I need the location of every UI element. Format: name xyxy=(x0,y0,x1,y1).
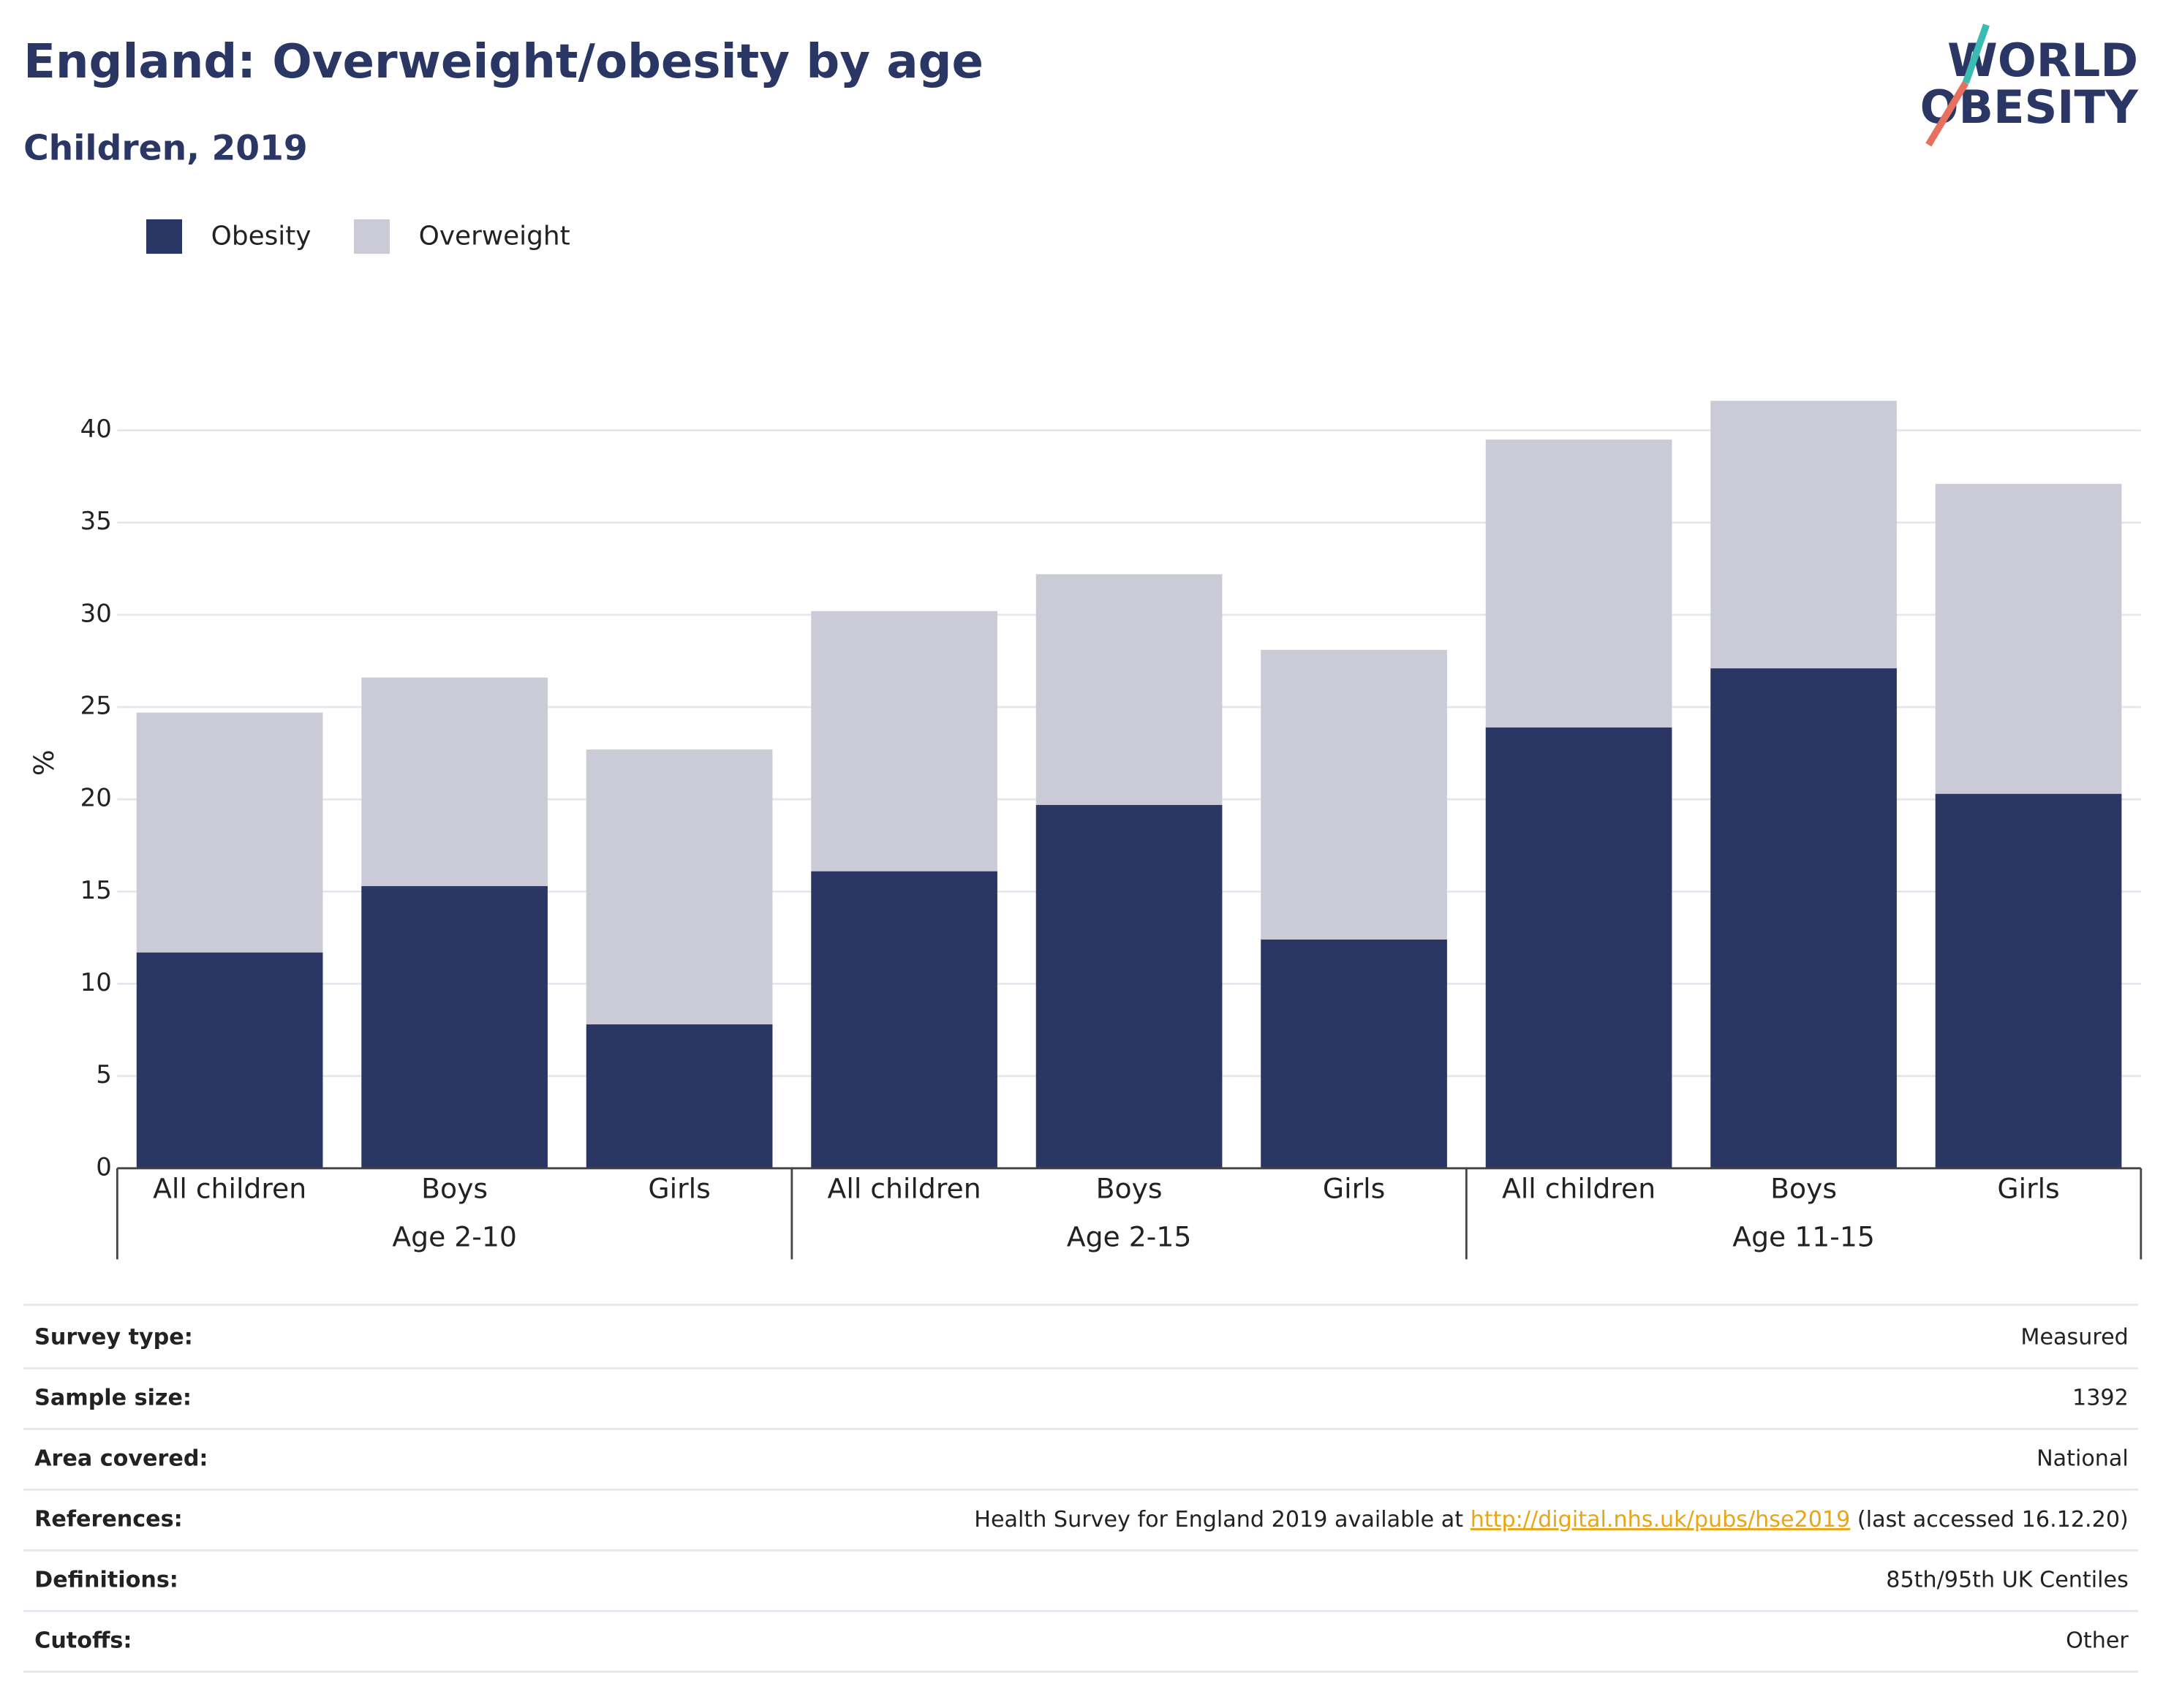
legend-swatch xyxy=(353,219,390,254)
y-tick-label: 0 xyxy=(96,1152,112,1182)
table-value: 1392 xyxy=(2072,1385,2129,1410)
bar-segment xyxy=(1710,668,1897,1168)
x-tick-label: Boys xyxy=(1770,1173,1837,1205)
y-tick-label: 15 xyxy=(80,876,112,905)
bar-segment xyxy=(361,885,548,1168)
table-label: Sample size: xyxy=(34,1385,192,1410)
bar-segment xyxy=(1261,649,1447,940)
bar-segment xyxy=(586,1024,773,1168)
table-label: Area covered: xyxy=(34,1446,208,1471)
table-label: Definitions: xyxy=(34,1567,178,1592)
logo-text: OBESITY xyxy=(1920,80,2139,134)
bar-segment xyxy=(1035,574,1223,805)
bar-segment xyxy=(1935,483,2122,794)
y-axis-label: % xyxy=(28,749,60,776)
logo-slash xyxy=(1962,23,1990,84)
x-tick-label: Boys xyxy=(1096,1173,1163,1205)
table-label: References: xyxy=(34,1506,182,1532)
bar-segment xyxy=(1710,401,1897,669)
table-value: 85th/95th UK Centiles xyxy=(1886,1567,2129,1592)
x-tick-label: Boys xyxy=(421,1173,488,1205)
table-label: Survey type: xyxy=(34,1324,193,1350)
legend-swatch xyxy=(146,219,183,254)
table-value: Other xyxy=(2066,1628,2129,1653)
x-tick-label: All children xyxy=(1502,1173,1656,1205)
y-tick-label: 30 xyxy=(80,599,112,628)
x-tick-label: Girls xyxy=(648,1173,710,1205)
bar-segment xyxy=(1035,804,1223,1168)
bar-segment xyxy=(1261,939,1447,1168)
table-value: Measured xyxy=(2020,1324,2128,1350)
table-value-part: (last accessed 16.12.20) xyxy=(1850,1506,2128,1532)
legend-label: Overweight xyxy=(419,221,570,251)
x-group-label: Age 2-15 xyxy=(1067,1221,1192,1253)
x-tick-label: Girls xyxy=(1997,1173,2059,1205)
logo-slash xyxy=(1925,80,1969,147)
x-tick-label: All children xyxy=(153,1173,306,1205)
x-group-label: Age 11-15 xyxy=(1732,1221,1875,1253)
bar-segment xyxy=(586,749,773,1025)
table-value: Health Survey for England 2019 available… xyxy=(974,1506,2129,1532)
y-tick-label: 5 xyxy=(96,1060,112,1089)
chart-subtitle: Children, 2019 xyxy=(23,129,308,169)
x-tick-label: All children xyxy=(828,1173,981,1205)
bar-segment xyxy=(1485,727,1672,1168)
chart-title: England: Overweight/obesity by age xyxy=(23,34,984,89)
x-tick-label: Girls xyxy=(1323,1173,1385,1205)
y-tick-label: 20 xyxy=(80,784,112,813)
table-value-part: Health Survey for England 2019 available… xyxy=(974,1506,1470,1532)
x-group-label: Age 2-10 xyxy=(392,1221,517,1253)
bar-segment xyxy=(811,611,997,872)
bar-segment xyxy=(361,677,548,886)
bar-segment xyxy=(136,712,323,953)
table-value: National xyxy=(2036,1446,2129,1471)
bar-segment xyxy=(1485,439,1672,728)
y-tick-label: 40 xyxy=(80,415,112,444)
bar-segment xyxy=(1935,793,2122,1168)
legend-label: Obesity xyxy=(211,221,312,251)
y-tick-label: 35 xyxy=(80,507,112,536)
table-label: Cutoffs: xyxy=(34,1628,132,1653)
bar-segment xyxy=(136,952,323,1168)
y-tick-label: 25 xyxy=(80,692,112,721)
reference-link[interactable]: http://digital.nhs.uk/pubs/hse2019 xyxy=(1471,1506,1851,1532)
y-tick-label: 10 xyxy=(80,968,112,997)
bar-segment xyxy=(811,871,997,1168)
